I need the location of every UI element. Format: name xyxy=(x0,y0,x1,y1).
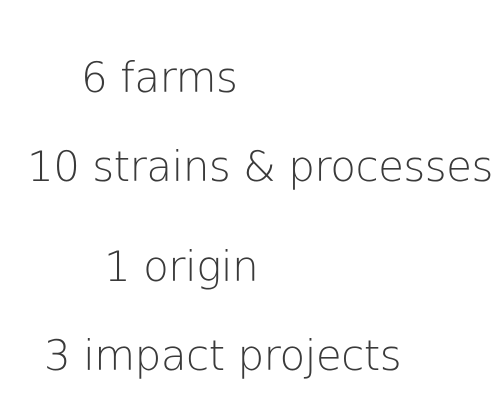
stat-farms: 6 farms xyxy=(81,53,238,102)
stat-origin: 1 origin xyxy=(104,242,259,291)
stat-strains-processes: 10 strains & processes xyxy=(27,142,493,191)
stat-impact-projects: 3 impact projects xyxy=(44,331,402,380)
